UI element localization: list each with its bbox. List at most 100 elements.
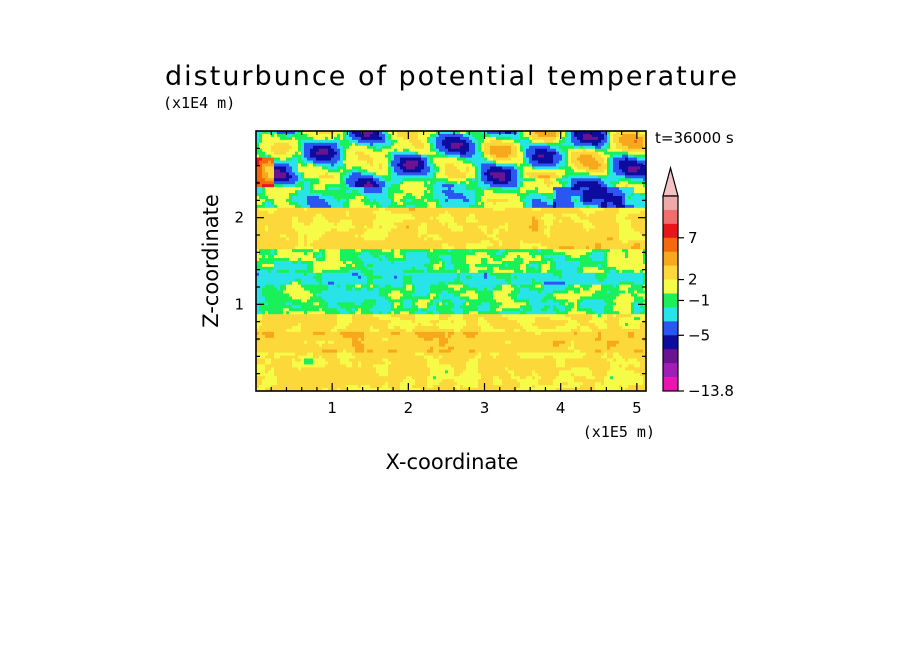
heatmap-cell [277,169,281,173]
heatmap-cell [322,373,326,377]
heatmap-cell [373,198,377,203]
heatmap-cell [364,343,368,348]
heatmap-cell [286,308,290,312]
heatmap-cell [262,166,266,170]
heatmap-cell [256,287,260,292]
heatmap-cell [424,145,428,150]
heatmap-cell [310,255,314,259]
heatmap-cell [385,222,389,227]
heatmap-cell [352,308,356,312]
heatmap-cell [301,133,305,138]
heatmap-cell [334,364,338,368]
heatmap-cell [274,269,278,274]
heatmap-cell [352,184,356,188]
heatmap-cell [313,340,317,345]
heatmap-cell [394,269,398,274]
heatmap-cell [259,278,263,283]
heatmap-cell [298,358,302,363]
heatmap-cell [385,246,389,250]
heatmap-cell [262,385,266,389]
heatmap-cell [385,379,389,383]
heatmap-cell [352,187,356,191]
heatmap-cell [409,293,413,298]
heatmap-cell [325,281,329,286]
heatmap-cell [316,311,320,315]
heatmap-cell [379,349,383,354]
heatmap-cell [292,240,296,244]
heatmap-cell [337,166,341,170]
heatmap-cell [310,311,314,315]
heatmap-cell [385,163,389,168]
heatmap-cell [373,293,377,298]
heatmap-cell [394,302,398,306]
heatmap-cell [310,278,314,283]
heatmap-cell [271,234,275,238]
heatmap-cell [412,198,416,203]
heatmap-cell [289,261,293,265]
heatmap-cell [358,373,362,377]
heatmap-cell [376,290,380,295]
heatmap-cell [379,237,383,241]
heatmap-cell [310,181,314,185]
heatmap-cell [361,355,365,360]
heatmap-cell [316,361,320,365]
heatmap-cell [415,131,419,135]
heatmap-cell [415,284,419,289]
heatmap-cell [256,187,260,191]
heatmap-cell [286,343,290,348]
heatmap-cell [283,382,287,386]
heatmap-cell [325,334,329,339]
heatmap-cell [376,376,380,380]
heatmap-cell [280,225,284,230]
heatmap-cell [361,340,365,345]
heatmap-cell [301,328,305,333]
heatmap-cell [394,305,398,309]
heatmap-cell [346,278,350,283]
heatmap-cell [337,370,341,374]
heatmap-cell [292,367,296,371]
heatmap-cell [373,337,377,342]
heatmap-cell [385,302,389,306]
heatmap-cell [301,151,305,156]
heatmap-cell [295,222,299,227]
heatmap-cell [307,331,311,336]
heatmap-cell [379,184,383,188]
heatmap-cell [379,269,383,274]
heatmap-cell [265,249,269,253]
heatmap-cell [322,358,326,363]
heatmap-cell [277,172,281,176]
heatmap-cell [424,234,428,238]
heatmap-cell [373,216,377,221]
heatmap-cell [307,216,311,221]
heatmap-cell [424,266,428,271]
heatmap-cell [286,266,290,271]
heatmap-cell [367,266,371,271]
heatmap-cell [388,308,392,312]
heatmap-cell [298,157,302,162]
heatmap-cell [289,373,293,377]
heatmap-cell [406,352,410,357]
heatmap-cell [415,266,419,271]
heatmap-cell [307,361,311,365]
heatmap-cell [385,207,389,212]
heatmap-cell [364,240,368,244]
heatmap-cell [352,234,356,238]
heatmap-cell [304,237,308,241]
heatmap-cell [286,222,290,227]
heatmap-cell [370,249,374,253]
heatmap-cell [349,308,353,312]
heatmap-cell [370,210,374,215]
heatmap-cell [409,296,413,300]
heatmap-cell [388,145,392,150]
heatmap-cell [382,231,386,235]
heatmap-cell [289,284,293,289]
heatmap-cell [283,169,287,173]
heatmap-cell [412,337,416,342]
heatmap-cell [379,252,383,256]
heatmap-cell [352,355,356,360]
heatmap-cell [343,317,347,321]
heatmap-cell [391,367,395,371]
heatmap-cell [319,311,323,315]
heatmap-cell [397,275,401,280]
heatmap-cell [367,346,371,351]
